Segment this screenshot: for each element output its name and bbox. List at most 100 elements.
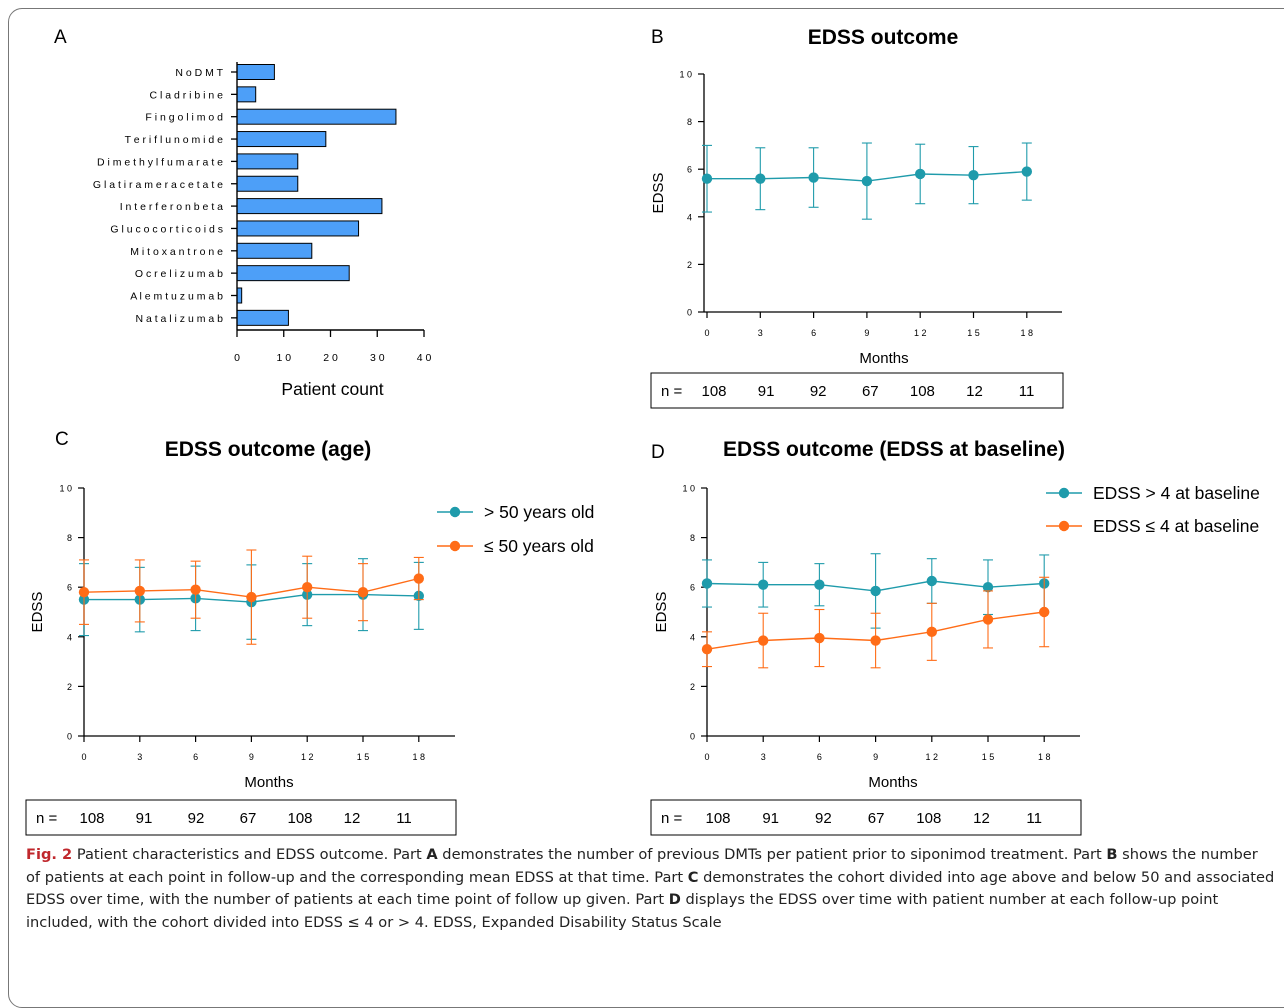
- bar-mitoxantrone: [236, 242, 313, 259]
- legend-swatch-marker: [1058, 520, 1070, 532]
- y-axis-label: EDSS: [653, 592, 670, 633]
- n-table-value: 67: [868, 810, 885, 827]
- n-table-value: 108: [916, 810, 941, 827]
- x-tick-label: 1 8: [1038, 752, 1051, 762]
- data-point: [413, 573, 424, 584]
- caption-text: Patient characteristics and EDSS outcome…: [72, 846, 427, 863]
- y-tick-label: 6: [67, 583, 72, 593]
- y-tick-label: 1 0: [59, 484, 72, 494]
- x-tick-label: 3: [137, 752, 142, 762]
- caption-text: shows the number of patients at each poi…: [26, 846, 1258, 886]
- data-point: [701, 578, 713, 589]
- x-tick-label: 0: [81, 752, 86, 762]
- n-table-value: 67: [240, 810, 257, 827]
- n-table-value: 92: [810, 383, 827, 400]
- category-label: O c r e l i z u m a b: [135, 268, 223, 280]
- n-table-value: 67: [862, 383, 879, 400]
- figure-caption: Fig. 2 Patient characteristics and EDSS …: [26, 844, 1276, 934]
- caption-panel-ref: B: [1106, 846, 1118, 863]
- y-tick-label: 4: [690, 632, 695, 642]
- y-tick-label: 8: [67, 533, 72, 543]
- legend-label: > 50 years old: [484, 502, 594, 522]
- n-table-value: 108: [287, 810, 312, 827]
- x-tick-label: 9: [864, 328, 869, 338]
- y-axis-label: EDSS: [29, 592, 46, 633]
- data-point: [755, 173, 766, 184]
- n-table-value: 108: [705, 810, 730, 827]
- category-label: T e r i f l u n o m i d e: [125, 134, 224, 146]
- x-tick-label: 0: [704, 752, 709, 762]
- data-point: [701, 173, 713, 184]
- x-tick-label: 9: [873, 752, 878, 762]
- n-table-value: 11: [1019, 383, 1035, 400]
- data-point: [246, 591, 257, 603]
- y-tick-label: 6: [690, 583, 695, 593]
- legend-swatch-marker: [1058, 487, 1070, 499]
- x-tick-label: 1 8: [1021, 328, 1034, 338]
- category-label: C l a d r i b i n e: [149, 89, 223, 101]
- data-point: [701, 644, 713, 655]
- bar-natalizumab: [236, 309, 289, 326]
- y-tick-label: 2: [690, 682, 695, 692]
- bar-teriflunomide: [236, 131, 327, 148]
- n-table-value: 91: [758, 383, 775, 400]
- x-axis-label: Months: [244, 774, 293, 791]
- x-axis-label: Months: [868, 774, 917, 791]
- bar-fingolimod: [236, 108, 397, 125]
- n-table-value: 12: [973, 810, 990, 827]
- y-tick-label: 8: [690, 533, 695, 543]
- n-table-value: 108: [79, 810, 104, 827]
- data-point: [814, 632, 825, 644]
- x-tick-label: 6: [193, 752, 198, 762]
- y-tick-label: 1 0: [679, 70, 692, 80]
- y-tick-label: 4: [687, 212, 692, 222]
- category-label: G l u c o c o r t i c o i d s: [110, 223, 223, 235]
- data-point: [758, 635, 769, 646]
- n-table-box: [25, 799, 457, 836]
- caption-figure-label: Fig. 2: [26, 846, 73, 863]
- y-tick-label: 4: [67, 632, 72, 642]
- legend-swatch-marker: [449, 506, 461, 518]
- x-tick-label: 6: [817, 752, 822, 762]
- x-tick-label: 1 8: [413, 752, 426, 762]
- x-tick-label: 1 2: [914, 328, 927, 338]
- data-point: [302, 582, 313, 593]
- n-table-value: 92: [815, 810, 832, 827]
- bar-alemtuzumab: [236, 287, 243, 304]
- n-table-label: n =: [661, 810, 683, 827]
- data-point: [968, 169, 979, 181]
- caption-panel-ref: A: [426, 846, 438, 863]
- x-tick-label: 3: [758, 328, 763, 338]
- data-point: [357, 586, 369, 598]
- legend-swatch-marker: [449, 540, 461, 552]
- data-point: [861, 175, 873, 187]
- x-tick-label: 1 5: [357, 752, 370, 762]
- data-point: [915, 168, 926, 180]
- x-tick-label: 1 0: [276, 352, 291, 364]
- x-axis-label: Months: [859, 350, 908, 367]
- panel-letter-b: B: [651, 27, 664, 48]
- chart-title: EDSS outcome (EDSS at baseline): [723, 438, 1065, 461]
- n-table-value: 91: [136, 810, 153, 827]
- y-tick-label: 2: [687, 260, 692, 270]
- data-point: [926, 626, 937, 638]
- x-axis-label: Patient count: [281, 379, 383, 399]
- caption-text: demonstrates the number of previous DMTs…: [437, 846, 1107, 863]
- x-tick-label: 1 5: [982, 752, 995, 762]
- category-label: I n t e r f e r o n b e t a: [120, 201, 223, 213]
- category-label: G l a t i r a m e r a c e t a t e: [93, 179, 223, 191]
- x-tick-label: 3 0: [370, 352, 385, 364]
- n-table-value: 11: [396, 810, 412, 827]
- figure-canvas: A B C D N o D M T C l a d r i b i n e F i n g …: [25, 26, 1260, 836]
- bar-interferon-beta: [236, 198, 383, 215]
- n-table-box: [650, 372, 1064, 409]
- caption-panel-ref: C: [687, 868, 699, 886]
- n-table-value: 91: [762, 810, 779, 827]
- n-table-label: n =: [36, 810, 58, 827]
- category-label: D i m e t h y l f u m a r a t e: [97, 156, 223, 168]
- x-tick-label: 2 0: [323, 352, 338, 364]
- y-tick-label: 2: [67, 682, 72, 692]
- category-label: A l e m t u z u m a b: [130, 291, 223, 303]
- y-tick-label: 0: [67, 732, 72, 742]
- bar-ocrelizumab: [236, 265, 350, 282]
